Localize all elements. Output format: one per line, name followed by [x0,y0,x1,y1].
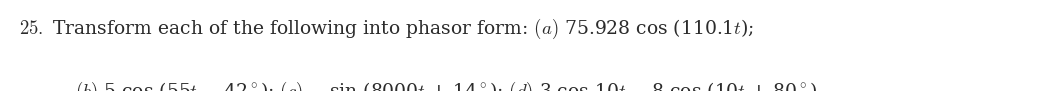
Text: $(\mathit{b})$ 5 cos (55$\mathit{t}$ $-$ 42$^\circ$); $(\mathit{c})$ $-$ sin (80: $(\mathit{b})$ 5 cos (55$\mathit{t}$ $-$… [75,80,823,91]
Text: $\mathsf{\mathbf{25.}}$ Transform each of the following into phasor form: $(\mat: $\mathsf{\mathbf{25.}}$ Transform each o… [19,16,754,40]
